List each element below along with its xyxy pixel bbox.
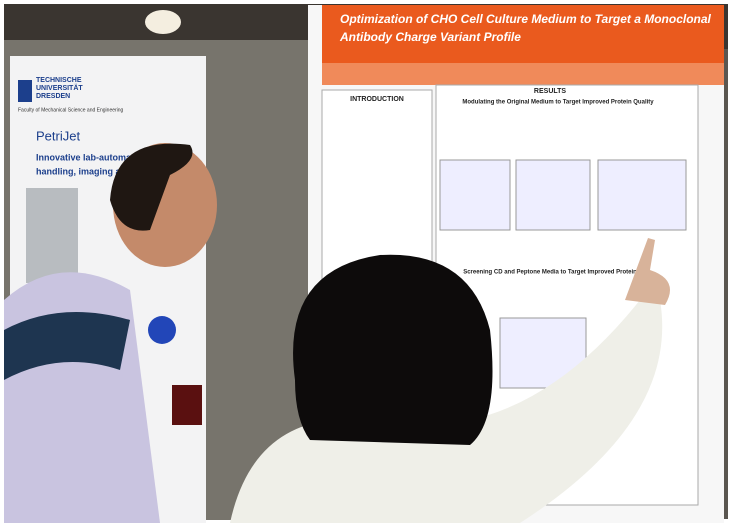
- logo-text: TECHNISCHE: [36, 77, 82, 84]
- poster-title: Optimization of CHO Cell Culture Medium …: [340, 12, 712, 26]
- figure: [439, 159, 511, 231]
- left-title: PetriJet: [36, 128, 80, 143]
- logo-text: DRESDEN: [36, 93, 70, 100]
- logo-text: UNIVERSITÄT: [36, 84, 83, 92]
- petri-stack: [26, 188, 78, 283]
- logo-mark: [18, 80, 32, 102]
- section-title: INTRODUCTION: [350, 96, 404, 103]
- section-title: RESULTS: [534, 88, 566, 95]
- faculty: Faculty of Mechanical Science and Engine…: [18, 107, 124, 113]
- blue-circle: [148, 316, 176, 344]
- author-band: [322, 63, 724, 85]
- man-hair: [110, 143, 193, 231]
- poster-title: Antibody Charge Variant Profile: [339, 30, 521, 44]
- woman-sweater: [230, 300, 663, 523]
- left-subtitle: Innovative lab-automat: [36, 152, 134, 162]
- woman-hand: [625, 238, 670, 305]
- figure: [597, 159, 687, 231]
- heading: Modulating the Original Medium to Target…: [462, 100, 654, 106]
- light: [145, 10, 181, 34]
- heading: Screening CD and Peptone Media to Target…: [463, 270, 647, 276]
- title-banner: [322, 5, 724, 63]
- backpack-strap: [4, 312, 130, 380]
- figure: [515, 159, 591, 231]
- wine-glass: [172, 385, 202, 425]
- woman-hair: [293, 254, 493, 445]
- left-subtitle: handling, imaging and: [36, 166, 132, 176]
